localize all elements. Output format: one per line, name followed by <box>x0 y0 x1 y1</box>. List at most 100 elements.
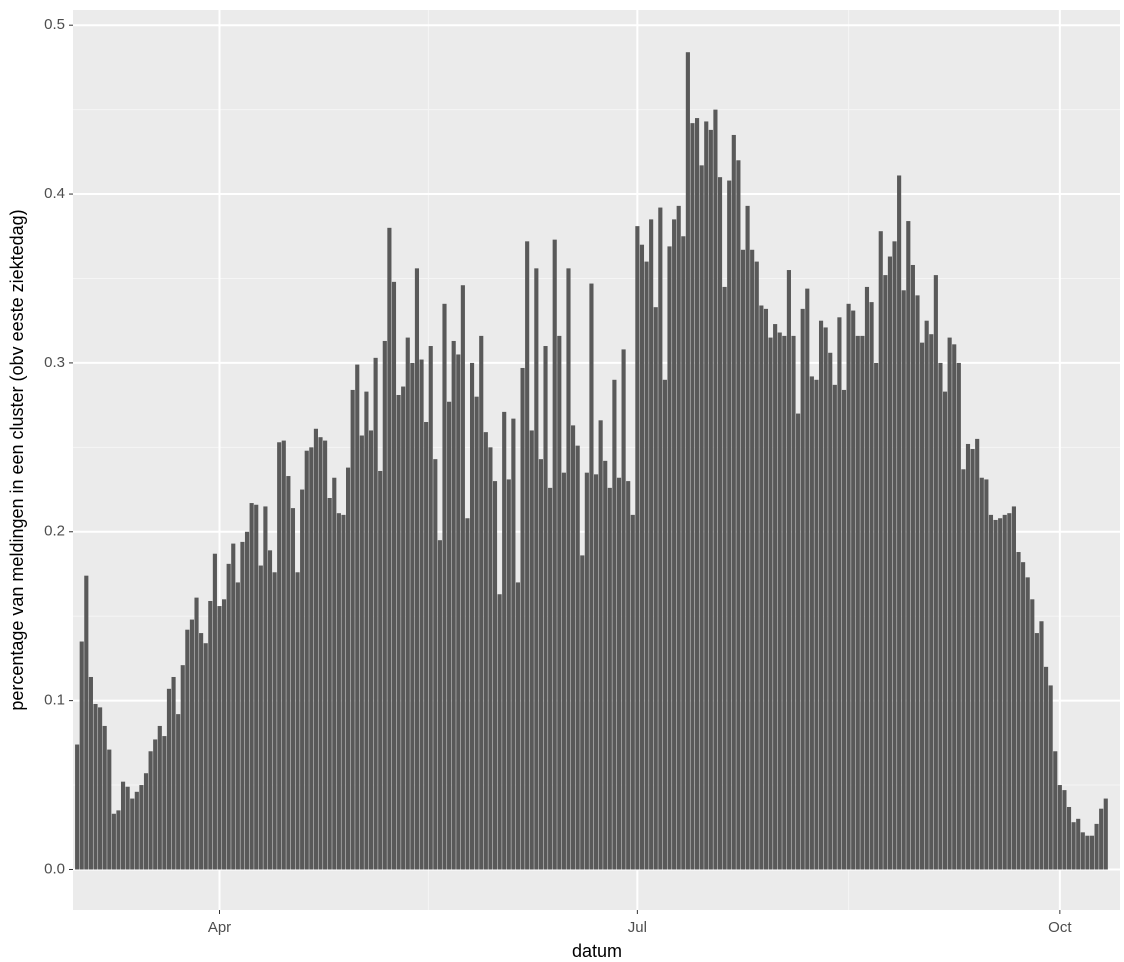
bar <box>704 121 709 870</box>
bar <box>717 177 723 870</box>
bar <box>763 308 769 870</box>
bar <box>938 362 943 870</box>
bar <box>1044 666 1049 870</box>
y-tick-label: 0.5 <box>44 16 65 33</box>
bar <box>910 264 915 870</box>
x-tick-label: Jul <box>628 919 647 936</box>
bar <box>414 268 420 870</box>
bar <box>497 594 502 870</box>
bar <box>1094 823 1099 870</box>
bar <box>98 707 103 870</box>
bar <box>350 389 355 870</box>
bar <box>1021 562 1026 870</box>
bar <box>740 249 746 870</box>
bar <box>731 134 736 870</box>
bar <box>649 219 654 870</box>
bar <box>199 633 204 870</box>
bar <box>323 440 328 870</box>
bar <box>1007 513 1012 870</box>
bar <box>346 467 351 870</box>
bar <box>479 335 484 870</box>
bar <box>525 241 530 870</box>
bar <box>979 477 984 870</box>
bar <box>782 335 787 870</box>
bar <box>828 352 833 870</box>
bar <box>424 422 429 870</box>
bar <box>616 477 622 870</box>
bar <box>327 497 332 870</box>
bar <box>102 725 107 870</box>
bar <box>809 376 814 870</box>
bar <box>176 714 181 870</box>
bar <box>759 305 764 870</box>
bar <box>745 205 750 870</box>
bar <box>139 785 144 870</box>
bar <box>667 246 672 870</box>
bar <box>965 443 971 870</box>
bar <box>901 290 906 870</box>
bar <box>111 813 116 870</box>
bar <box>249 503 254 870</box>
bar <box>84 575 89 870</box>
bar <box>947 337 952 870</box>
bar <box>488 447 493 870</box>
bar <box>451 340 456 870</box>
bar <box>428 346 433 870</box>
bar <box>846 303 851 870</box>
bar <box>368 430 374 870</box>
bar <box>1066 806 1072 870</box>
bar <box>378 470 383 870</box>
bar <box>364 391 369 870</box>
bar <box>851 310 856 870</box>
bar <box>185 629 190 870</box>
bar <box>217 606 222 870</box>
bar <box>612 379 617 870</box>
bar <box>929 334 934 870</box>
bar <box>832 384 837 870</box>
bar <box>1025 577 1030 870</box>
bar <box>437 540 442 870</box>
bar <box>626 481 631 870</box>
bar <box>786 270 791 870</box>
bar <box>897 175 902 870</box>
bar <box>469 362 475 870</box>
bar <box>456 354 461 870</box>
bar <box>396 394 401 870</box>
bar <box>644 261 649 870</box>
bar <box>1103 798 1108 870</box>
bar <box>603 460 608 870</box>
bar <box>391 281 397 870</box>
bar <box>952 344 957 870</box>
bar <box>208 600 213 870</box>
bar <box>1034 633 1039 870</box>
bar <box>658 207 663 870</box>
bar <box>970 449 975 870</box>
bar <box>575 445 580 870</box>
bar <box>166 688 172 870</box>
bar <box>254 504 259 870</box>
bar <box>571 425 576 870</box>
bar <box>984 479 989 870</box>
bar <box>336 513 341 870</box>
bar <box>676 205 681 870</box>
bar <box>286 476 291 870</box>
bar <box>373 357 378 870</box>
bar <box>860 335 865 870</box>
bar <box>630 514 635 870</box>
bar <box>267 550 273 870</box>
bar <box>988 514 994 870</box>
bar <box>1099 808 1104 870</box>
bar <box>993 519 998 870</box>
bar <box>1053 751 1058 870</box>
bar <box>818 320 824 870</box>
bar <box>924 320 929 870</box>
bar <box>777 332 782 870</box>
x-axis-title: datum <box>572 941 622 961</box>
y-tick-label: 0.4 <box>44 185 65 202</box>
bar <box>134 791 139 870</box>
bar <box>534 268 539 870</box>
bar <box>1089 835 1095 870</box>
bar <box>277 442 282 870</box>
bar <box>685 52 690 870</box>
bar <box>768 337 773 870</box>
